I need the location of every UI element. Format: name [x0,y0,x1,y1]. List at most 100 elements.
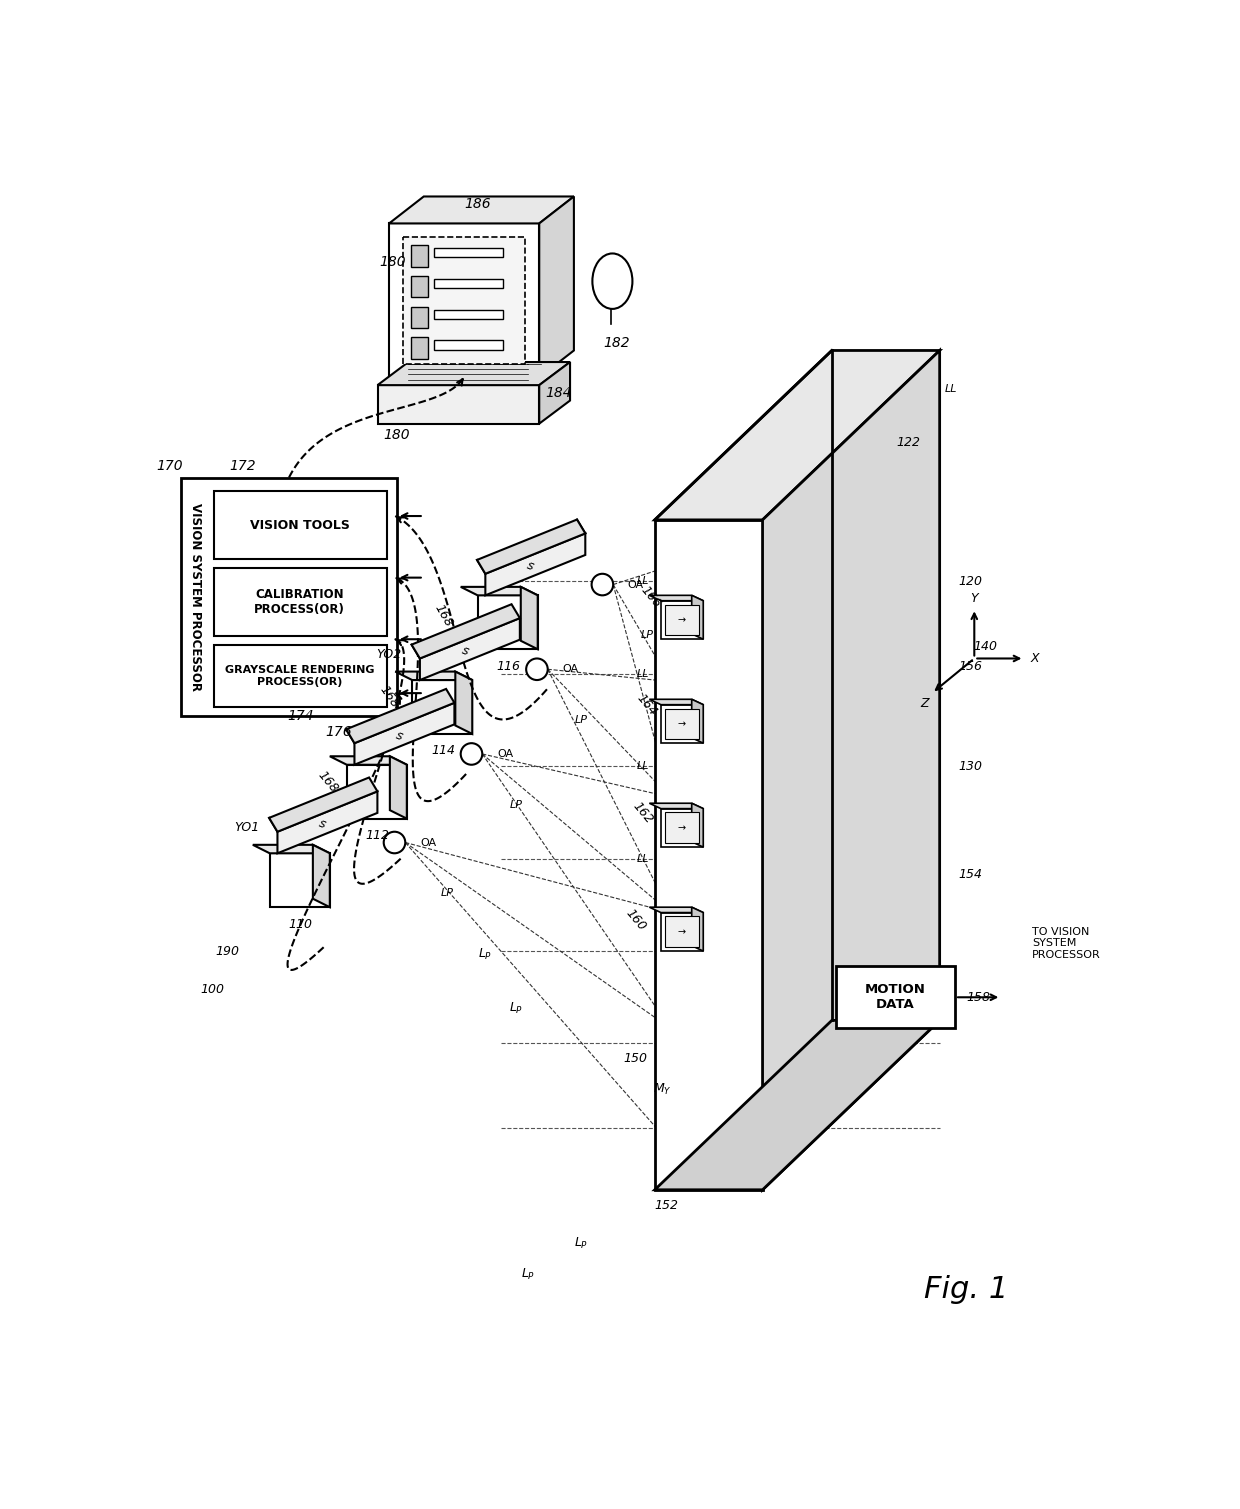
Text: →: → [677,616,686,625]
Polygon shape [181,477,397,717]
Text: 172: 172 [229,459,257,472]
Text: Fig. 1: Fig. 1 [925,1275,1008,1304]
Text: 160: 160 [622,907,649,934]
Text: $L_P$: $L_P$ [574,1236,589,1251]
Polygon shape [346,690,454,742]
Polygon shape [253,845,330,853]
Text: 158: 158 [966,991,991,1003]
Polygon shape [461,587,538,596]
Polygon shape [650,596,703,601]
Polygon shape [312,845,330,907]
Text: s: s [394,729,405,742]
Text: GRAYSCALE RENDERING
PROCESS(OR): GRAYSCALE RENDERING PROCESS(OR) [224,665,374,687]
Text: 180: 180 [383,429,410,442]
Polygon shape [412,604,520,658]
Text: OA: OA [563,664,579,675]
Polygon shape [650,803,703,809]
Polygon shape [665,605,699,635]
Text: X: X [1030,652,1039,665]
Polygon shape [692,907,703,951]
Text: $L_P$: $L_P$ [510,1002,523,1017]
Polygon shape [213,569,387,637]
Text: YO2: YO2 [377,649,402,661]
Circle shape [591,573,613,596]
Circle shape [526,658,548,681]
Text: VISION SYSTEM PROCESSOR: VISION SYSTEM PROCESSOR [188,502,202,691]
Polygon shape [389,223,539,377]
Text: →: → [677,718,686,729]
Polygon shape [477,519,585,573]
Text: 130: 130 [959,759,982,773]
Polygon shape [434,279,503,288]
Polygon shape [403,237,526,364]
Polygon shape [485,533,585,596]
Text: LP: LP [510,800,522,810]
Polygon shape [278,791,377,853]
Text: 184: 184 [546,386,572,400]
Text: $L_P$: $L_P$ [479,948,492,963]
Text: $M_Y$: $M_Y$ [653,1082,672,1097]
Text: 176: 176 [326,724,352,738]
Polygon shape [420,619,520,681]
Circle shape [461,742,482,765]
Polygon shape [434,341,503,350]
Text: MOTION
DATA: MOTION DATA [864,984,925,1011]
Polygon shape [213,492,387,560]
Text: →: → [677,822,686,833]
Text: OA: OA [420,837,436,848]
Polygon shape [661,705,703,742]
Text: 168: 168 [377,684,402,711]
Polygon shape [377,385,539,424]
Text: VISION TOOLS: VISION TOOLS [249,519,350,531]
Text: 116: 116 [496,659,521,673]
Polygon shape [650,907,703,913]
Polygon shape [661,601,703,640]
Polygon shape [410,244,428,267]
Polygon shape [410,306,428,327]
Text: Y: Y [971,592,978,605]
Polygon shape [410,276,428,297]
Text: 154: 154 [959,868,982,881]
Polygon shape [434,247,503,258]
Text: 186: 186 [464,198,491,211]
Text: OA: OA [627,579,644,590]
Polygon shape [665,812,699,844]
Polygon shape [655,521,763,1189]
Text: 112: 112 [366,828,389,842]
Polygon shape [389,196,574,223]
Polygon shape [692,699,703,742]
Text: Z: Z [920,697,929,709]
Polygon shape [377,362,570,385]
Text: s: s [460,644,470,658]
Text: LP: LP [641,631,653,640]
Polygon shape [539,196,574,377]
Polygon shape [455,672,472,733]
Polygon shape [665,709,699,739]
Text: 110: 110 [289,917,312,931]
Text: LP: LP [440,889,454,898]
Text: 180: 180 [379,255,407,269]
Text: 114: 114 [432,744,455,758]
Text: CALIBRATION
PROCESS(OR): CALIBRATION PROCESS(OR) [254,589,345,616]
Polygon shape [355,703,454,765]
Text: s: s [317,816,327,831]
Polygon shape [665,916,699,948]
Text: LP: LP [575,715,588,726]
Text: 140: 140 [973,640,998,653]
Polygon shape [650,699,703,705]
Polygon shape [270,853,330,907]
Polygon shape [389,756,407,819]
Text: 174: 174 [288,709,314,723]
Polygon shape [330,756,407,765]
Polygon shape [692,596,703,640]
Text: 150: 150 [624,1052,647,1065]
Polygon shape [661,809,703,847]
Polygon shape [269,777,377,831]
Circle shape [383,831,405,853]
Polygon shape [539,362,570,424]
Polygon shape [477,596,538,649]
Polygon shape [396,672,472,681]
Text: 182: 182 [603,337,630,350]
Text: OA: OA [497,748,513,759]
Polygon shape [521,587,538,649]
